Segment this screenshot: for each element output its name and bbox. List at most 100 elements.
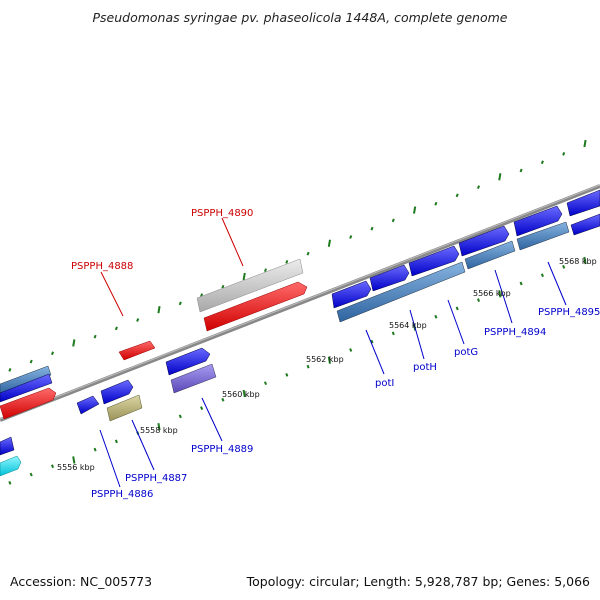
gene-cds-blue[interactable]: [331, 280, 372, 309]
tick-mark: [306, 251, 310, 256]
tick-mark: [519, 168, 523, 173]
scale-labels: 5556 kbp 5558 kbp 5560 kbp 5562 kbp 5564…: [57, 257, 597, 472]
scale-label: 5556 kbp: [57, 463, 95, 472]
tick-mark: [327, 356, 331, 364]
gene-cds-red[interactable]: [118, 340, 156, 361]
tick-mark: [114, 326, 118, 331]
tick-mark: [29, 472, 33, 477]
tick-mark: [476, 185, 481, 189]
scale-label: 5560 kbp: [222, 390, 260, 399]
gene-cds-blue[interactable]: [0, 373, 53, 403]
leader-line: [447, 299, 465, 345]
gene-cds-grey[interactable]: [196, 258, 304, 313]
gene-label-pspph-4888[interactable]: PSPPH_4888: [71, 261, 133, 272]
tick-mark: [157, 423, 161, 431]
tick-mark: [562, 265, 566, 269]
gene-cds-blue[interactable]: [566, 189, 600, 217]
gene-cds-steel[interactable]: [336, 261, 466, 323]
tick-mark: [413, 206, 417, 214]
leader-line: [365, 329, 385, 375]
tick-mark: [370, 339, 374, 344]
tick-mark: [178, 301, 182, 306]
tick-mark: [455, 193, 459, 198]
gene-cds-red[interactable]: [203, 281, 308, 332]
tick-mark: [93, 447, 97, 452]
gene-labels: PSPPH_4888 PSPPH_4890 PSPPH_4886 PSPPH_4…: [71, 208, 600, 500]
leader-line: [221, 217, 244, 267]
tick-mark: [540, 160, 544, 165]
tick-mark: [391, 218, 395, 223]
tick-mark: [285, 260, 289, 264]
tick-mark: [50, 351, 55, 356]
scale-label: 5568 kbp: [559, 257, 597, 266]
gene-cds-steel[interactable]: [516, 221, 570, 251]
gene-cds-cyan[interactable]: [0, 455, 22, 477]
tick-mark: [72, 456, 76, 464]
leader-line: [201, 397, 223, 442]
scale-label: 5564 kbp: [389, 321, 427, 330]
gene-label-poti[interactable]: potI: [375, 378, 394, 389]
tick-mark: [562, 152, 566, 156]
scale-label: 5566 kbp: [473, 289, 511, 298]
tick-mark: [242, 389, 246, 398]
leader-line: [547, 261, 567, 306]
tick-mark: [306, 364, 310, 369]
tick-mark: [263, 268, 268, 273]
genome-summary: Topology: circular; Length: 5,928,787 bp…: [246, 574, 590, 589]
tick-mark: [455, 306, 459, 311]
gene-label-pspph-4895[interactable]: PSPPH_4895: [538, 307, 600, 318]
tick-marks: [8, 139, 587, 485]
tick-mark: [583, 139, 587, 148]
gene-cds-blue[interactable]: [100, 379, 134, 405]
tick-mark: [200, 293, 204, 297]
tick-mark: [391, 331, 395, 336]
tick-mark: [50, 464, 55, 469]
leader-line: [409, 309, 425, 360]
leader-line: [99, 429, 121, 488]
gene-label-pspph-4889[interactable]: PSPPH_4889: [191, 444, 253, 455]
tick-mark: [434, 314, 438, 319]
accession-label: Accession: NC_005773: [10, 574, 153, 589]
genome-backbone: [0, 184, 600, 422]
leader-line: [131, 419, 155, 471]
tick-mark: [540, 273, 544, 278]
tick-mark: [72, 339, 76, 347]
gene-cds-blue[interactable]: [570, 213, 600, 236]
tick-mark: [370, 226, 374, 231]
tick-mark: [8, 481, 12, 485]
gene-cds-blue[interactable]: [369, 264, 410, 292]
gene-cds-blue[interactable]: [408, 245, 460, 277]
tick-mark: [583, 256, 587, 265]
gene-label-pspph-4886[interactable]: PSPPH_4886: [91, 489, 153, 500]
gene-cds-blue[interactable]: [513, 205, 563, 237]
gene-cds-purple[interactable]: [170, 363, 217, 394]
gene-cds-red[interactable]: [0, 387, 57, 420]
gene-cds-blue[interactable]: [458, 225, 510, 257]
gene-label-poth[interactable]: potH: [413, 362, 437, 373]
tick-mark: [349, 348, 353, 352]
tick-mark: [114, 439, 118, 444]
gene-label-pspph-4887[interactable]: PSPPH_4887: [125, 473, 187, 484]
gene-cds-steel[interactable]: [464, 240, 516, 270]
gene-label-pspph-4890[interactable]: PSPPH_4890: [191, 208, 253, 219]
gene-label-potg[interactable]: potG: [454, 347, 478, 358]
gene-cds-khaki[interactable]: [106, 394, 143, 422]
tick-mark: [200, 406, 204, 410]
tick-mark: [178, 414, 182, 419]
tick-mark: [242, 272, 246, 281]
tick-mark: [519, 281, 523, 286]
gene-cds-blue[interactable]: [165, 347, 211, 376]
map-title: Pseudomonas syringae pv. phaseolicola 14…: [92, 10, 508, 25]
tick-mark: [8, 368, 12, 372]
tick-mark: [349, 235, 353, 239]
tick-mark: [327, 239, 331, 247]
gene-cds-blue[interactable]: [76, 395, 100, 415]
tick-mark: [136, 318, 140, 322]
tick-mark: [263, 381, 268, 386]
tick-mark: [476, 298, 481, 302]
gene-cds-blue[interactable]: [0, 436, 15, 456]
leader-line: [100, 271, 124, 317]
gene-cds-steel[interactable]: [0, 365, 52, 395]
gene-label-pspph-4894[interactable]: PSPPH_4894: [484, 327, 546, 338]
tick-mark: [434, 201, 438, 206]
